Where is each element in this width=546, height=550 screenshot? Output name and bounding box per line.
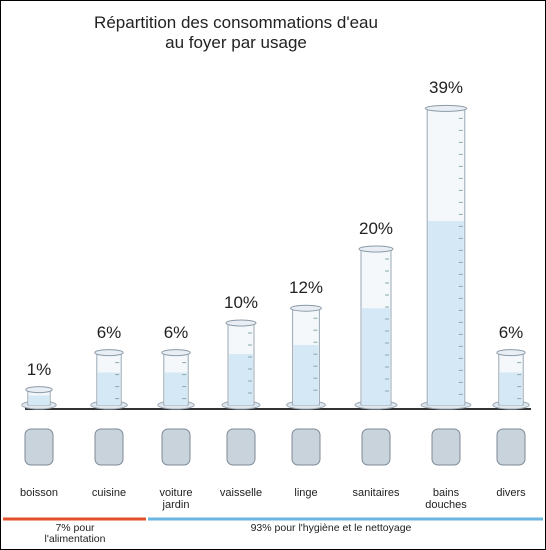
cylinder-rim <box>162 350 190 356</box>
water <box>29 395 49 405</box>
water <box>165 373 187 405</box>
annotation: 93% pour l'hygiène et le nettoyage <box>201 523 461 534</box>
category-label: bains douches <box>418 487 474 511</box>
annotation: 7% pour l'alimentation <box>35 523 115 545</box>
cylinder-rim <box>26 387 52 393</box>
icon <box>362 429 390 465</box>
value-label: 6% <box>84 323 134 343</box>
category-label: cuisine <box>81 487 137 499</box>
cylinder-rim <box>359 246 393 252</box>
icon <box>162 429 190 465</box>
water <box>98 373 120 405</box>
value-label: 6% <box>486 323 536 343</box>
category-label: boisson <box>11 487 67 499</box>
water <box>229 354 253 405</box>
icon <box>227 429 255 465</box>
cylinder-rim <box>497 350 525 356</box>
cylinder-rim <box>425 105 467 111</box>
icon <box>95 429 123 465</box>
value-label: 1% <box>14 360 64 380</box>
category-label: divers <box>483 487 539 499</box>
chart: Répartition des consommations d'eau au f… <box>0 0 546 550</box>
icon <box>432 429 460 465</box>
cylinder-rim <box>226 320 256 326</box>
water <box>362 308 390 405</box>
category-label: voiture jardin <box>148 487 204 511</box>
cylinder-rim <box>95 350 123 356</box>
category-label: vaisselle <box>213 487 269 499</box>
icon <box>25 429 53 465</box>
value-label: 12% <box>281 278 331 298</box>
category-label: sanitaires <box>348 487 404 499</box>
value-label: 6% <box>151 323 201 343</box>
chart-title: Répartition des consommations d'eau au f… <box>91 13 381 53</box>
cylinder-rim <box>291 305 322 311</box>
value-label: 10% <box>216 293 266 313</box>
value-label: 39% <box>421 78 471 98</box>
water <box>500 373 522 405</box>
icon <box>292 429 320 465</box>
icon <box>497 429 525 465</box>
water <box>428 221 464 405</box>
value-label: 20% <box>351 219 401 239</box>
category-label: linge <box>278 487 334 499</box>
